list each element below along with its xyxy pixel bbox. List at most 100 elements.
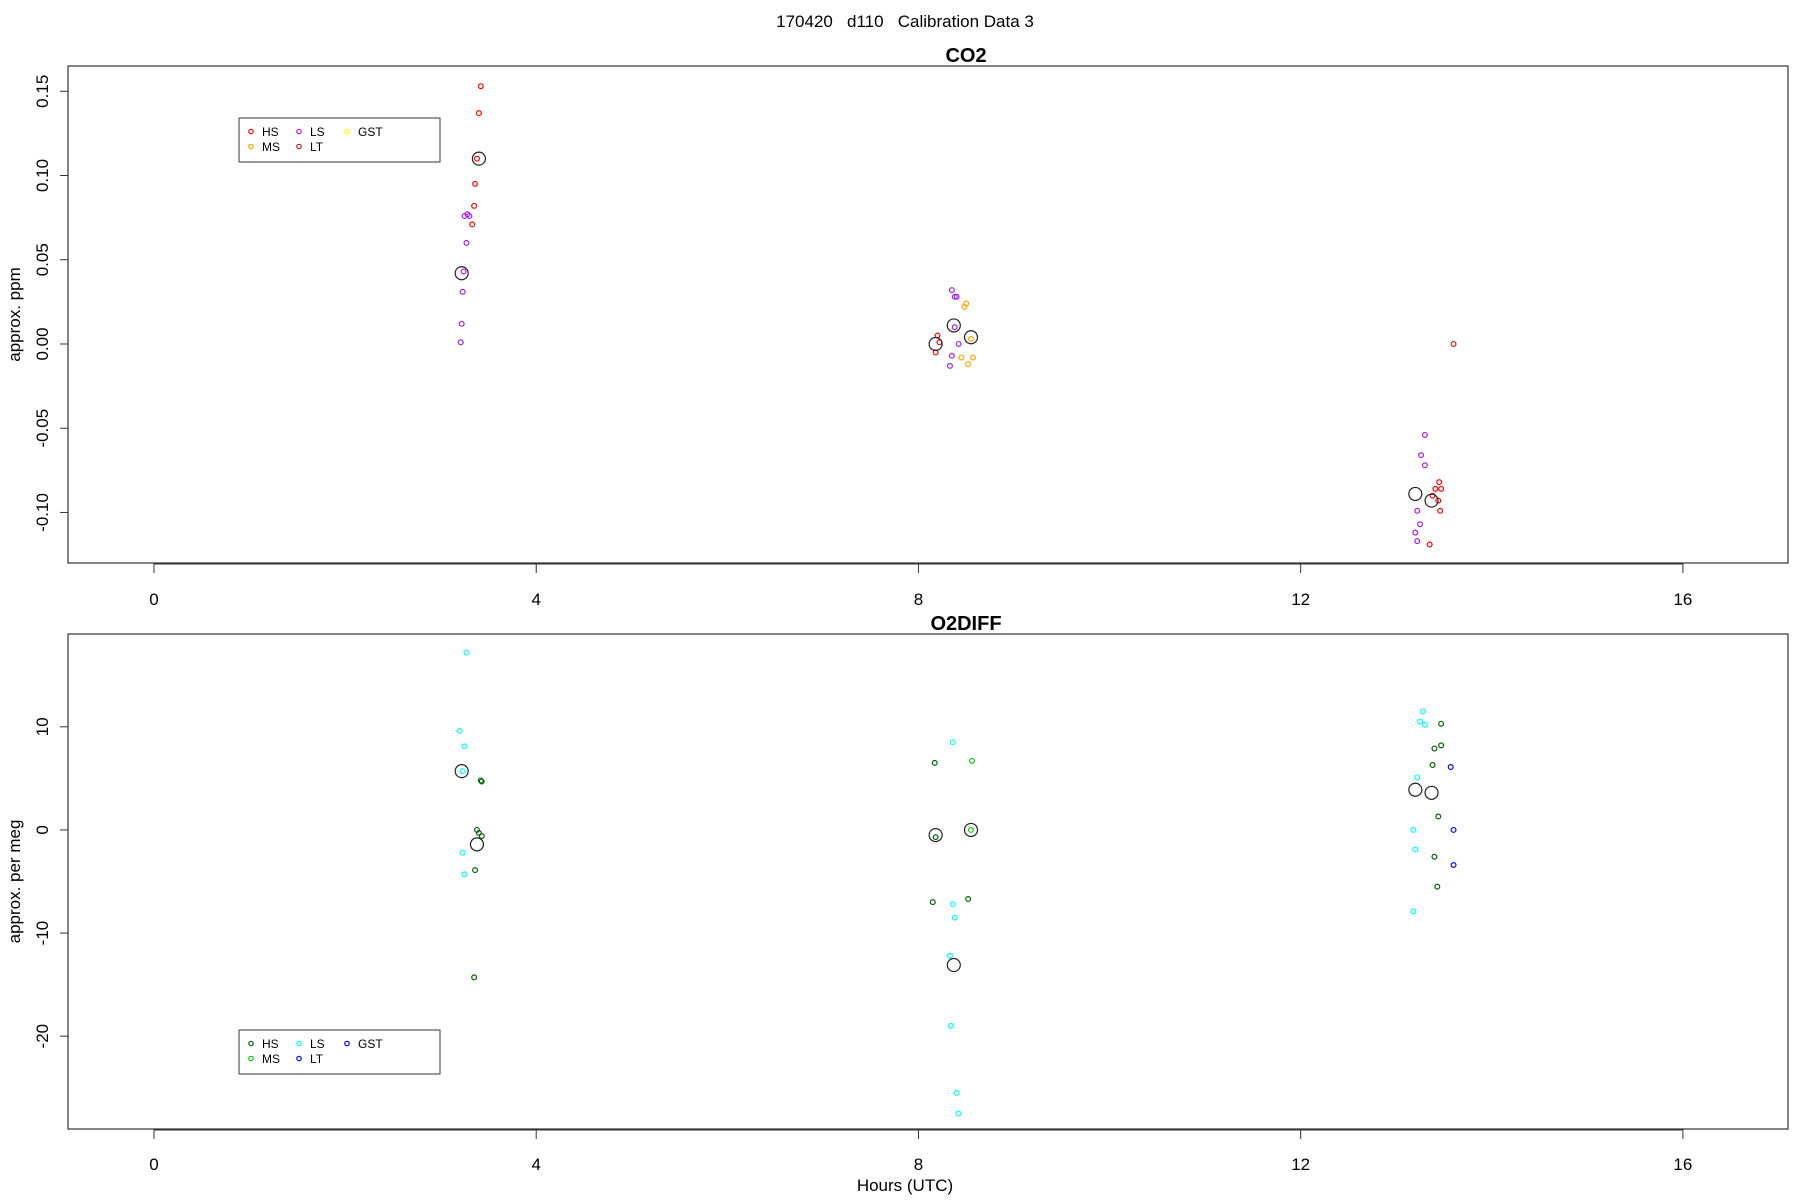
chart-0-legend-marker-lt	[296, 143, 302, 150]
chart-0-point-hs	[477, 83, 484, 90]
chart-1-point-ls	[459, 849, 466, 856]
chart-0-mean-marker	[1424, 493, 1439, 508]
chart-1-point-ls	[955, 1110, 962, 1117]
chart-1-point-hs	[1438, 742, 1445, 749]
chart-1-legend-marker-ms	[248, 1055, 254, 1062]
chart-1-point-lt	[1447, 764, 1454, 771]
chart-0-legend-marker-ms	[248, 143, 254, 150]
chart-0-point-ls	[951, 324, 958, 331]
chart-1-point-hs	[1438, 720, 1445, 727]
chart-1-point-ls	[456, 727, 463, 734]
chart-0-point-hs	[472, 180, 479, 187]
chart-0-legend-label-ms: MS	[262, 140, 280, 154]
chart-0-mean-marker	[454, 266, 469, 281]
chart-0-point-ls	[460, 268, 467, 275]
chart-1-point-hs	[472, 867, 479, 874]
chart-1-point-hs	[1435, 813, 1442, 820]
chart-1-point-hs	[965, 896, 972, 903]
chart-0-x-tick-label: 0	[149, 590, 158, 609]
chart-0-mean-marker	[1408, 486, 1423, 502]
chart-1-point-ls	[949, 739, 956, 746]
chart-1-y-tick-label: -20	[33, 1024, 52, 1049]
chart-0-point-ls	[463, 239, 470, 246]
chart-1-point-hs	[932, 834, 939, 841]
chart-1-point-lt	[1450, 861, 1457, 868]
chart-0-point-hs	[1437, 507, 1444, 514]
chart-0-point-ls	[1421, 462, 1428, 469]
chart-1-point-hs	[1431, 853, 1438, 860]
chart-1-x-tick-label: 16	[1673, 1155, 1692, 1174]
chart-0-plot-frame	[67, 65, 1789, 564]
chart-1-title: O2DIFF	[930, 613, 1001, 635]
chart-1-point-hs	[478, 778, 485, 785]
chart-1-point-ls	[1417, 718, 1424, 725]
chart-1-point-ls	[1410, 826, 1417, 833]
chart-1-mean-marker	[469, 837, 485, 852]
chart-0-point-ls	[1412, 529, 1419, 536]
chart-1-legend-marker-ls	[296, 1040, 302, 1047]
chart-1-x-tick-label: 8	[914, 1155, 923, 1174]
chart-0-y-tick-label: 0.10	[33, 159, 52, 192]
chart-1-point-lt	[1450, 826, 1457, 833]
chart-0-x-tick-label: 12	[1291, 590, 1310, 609]
chart-1-point-ms	[968, 757, 975, 764]
chart-0-y-tick-label: 0.15	[33, 75, 52, 108]
chart-1-point-hs	[478, 833, 485, 840]
chart-0-point-ls	[1414, 507, 1421, 514]
chart-0-point-hs	[469, 221, 476, 228]
chart-1-point-ls	[461, 871, 468, 878]
chart-0-mean-marker	[471, 151, 486, 166]
chart-0-point-hs	[471, 202, 478, 209]
chart-1-x-axis-label: Hours (UTC)	[857, 1176, 953, 1195]
chart-0-legend-marker-hs	[248, 128, 254, 135]
chart-1-point-hs	[1434, 883, 1441, 890]
chart-0-y-axis-label: approx. ppm	[5, 267, 24, 362]
chart-0-point-ls	[1421, 431, 1428, 438]
chart-0-x-tick-label: 16	[1673, 590, 1692, 609]
chart-0-point-hs	[1435, 497, 1442, 504]
chart-1-point-ls	[463, 649, 470, 656]
chart-0-point-ls	[457, 339, 464, 346]
chart-0-point-ls	[946, 362, 953, 369]
chart-1-y-tick-label: 0	[33, 825, 52, 834]
chart-1-point-hs	[931, 759, 938, 766]
chart-0-point-ls	[951, 293, 958, 300]
chart-1-x-tick-label: 0	[149, 1155, 158, 1174]
chart-1-point-ls	[1412, 846, 1419, 853]
chart-0-y-tick-label: 0.00	[33, 327, 52, 360]
chart-0-y-tick-label: -0.05	[33, 409, 52, 448]
chart-1-point-ls	[461, 743, 468, 750]
chart-0-legend-label-hs: HS	[262, 125, 279, 139]
chart-1-point-ls	[1414, 774, 1421, 781]
chart-1-point-hs	[1429, 761, 1436, 768]
chart-1-legend-marker-hs	[248, 1040, 254, 1047]
chart-0-x-tick-label: 4	[531, 590, 540, 609]
o2diff-panel: O2DIFF 0 4 8 12 16 -20 -10 0 10 approx. per meg Hou…	[5, 613, 1789, 1195]
chart-0-point-lt	[1450, 340, 1457, 347]
chart-1-legend-label-ls: LS	[310, 1037, 325, 1051]
chart-1-mean-marker	[454, 764, 469, 779]
chart-0-legend-marker-ls	[296, 128, 302, 135]
chart-0-point-ls	[459, 288, 466, 295]
chart-1-point-ls	[953, 1089, 960, 1096]
chart-1-legend-marker-lt	[296, 1055, 302, 1062]
chart-1-point-ls	[1410, 908, 1417, 915]
chart-1-legend-label-ms: MS	[262, 1052, 280, 1066]
chart-0-point-ls	[1418, 452, 1425, 459]
chart-0-legend-label-ls: LS	[310, 125, 325, 139]
chart-0-title: CO2	[945, 45, 986, 67]
chart-1-legend-marker-gst	[344, 1040, 350, 1047]
chart-1-y-tick-label: -10	[33, 921, 52, 946]
chart-0-point-ls	[458, 320, 465, 327]
co2-panel: CO2 0 4 8 12 16 -0.10 -0.05 0.00 0.05 0.10 0.15 appr…	[5, 45, 1789, 609]
chart-0-point-hs	[1438, 485, 1445, 492]
chart-0-point-ls	[953, 293, 960, 300]
figure-title: 170420 d110 Calibration Data 3	[776, 12, 1034, 31]
chart-1-legend-label-lt: LT	[310, 1052, 324, 1066]
chart-0-point-ms	[969, 354, 976, 361]
chart-1-point-ms	[967, 826, 974, 833]
chart-0-x-tick-label: 8	[914, 590, 923, 609]
chart-1-point-hs	[471, 974, 478, 981]
chart-1-legend-box	[238, 1029, 441, 1075]
